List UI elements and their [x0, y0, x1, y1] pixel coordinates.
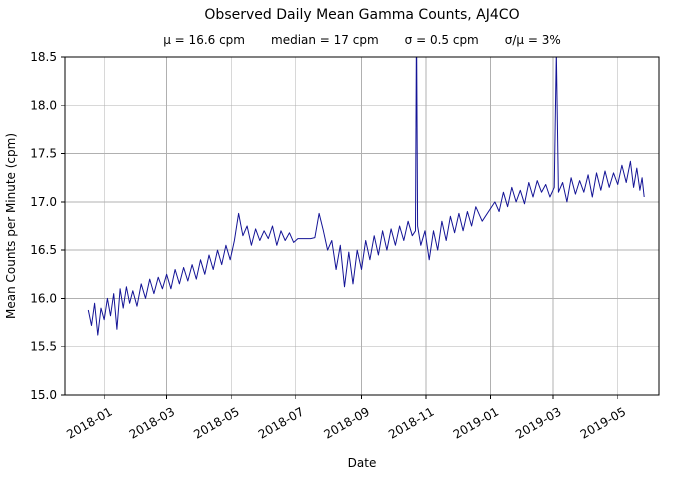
- y-tick-label: 15.0: [30, 388, 57, 402]
- data-line: [87, 57, 645, 336]
- plot-frame: [64, 56, 660, 396]
- x-tick-label: 2019-03: [513, 404, 563, 441]
- x-tick-label: 2019-05: [578, 404, 628, 441]
- y-tick-label: 17.5: [30, 147, 57, 161]
- y-tick-label: 16.5: [30, 243, 57, 257]
- y-tick-label: 16.0: [30, 291, 57, 305]
- y-tick-label: 15.5: [30, 340, 57, 354]
- x-tick-label: 2018-01: [64, 404, 114, 441]
- chart-title: Observed Daily Mean Gamma Counts, AJ4CO: [204, 7, 520, 23]
- x-tick-label: 2018-05: [191, 404, 241, 441]
- x-tick-label: 2019-01: [451, 404, 501, 441]
- x-axis-label: Date: [348, 456, 377, 470]
- x-tick-label: 2018-03: [127, 404, 177, 441]
- y-axis-label: Mean Counts per Minute (cpm): [4, 133, 18, 319]
- chart-subtitle: μ = 16.6 cpm median = 17 cpm σ = 0.5 cpm σ/…: [65, 33, 659, 47]
- x-tick-label: 2018-07: [256, 404, 306, 441]
- stat-mean: μ = 16.6 cpm: [163, 33, 245, 47]
- stat-median: median = 17 cpm: [271, 33, 379, 47]
- stat-sigma: σ = 0.5 cpm: [404, 33, 479, 47]
- y-tick-label: 17.0: [30, 195, 57, 209]
- y-tick-label: 18.5: [30, 50, 57, 64]
- plot-area: 15.0 15.5 16.0 16.5 17.0 17.5 18.0 18.5 2018-01 2…: [30, 50, 660, 442]
- y-tick-label: 18.0: [30, 98, 57, 112]
- x-tick-label: 2018-09: [322, 404, 372, 441]
- x-tick-label: 2018-11: [386, 404, 436, 441]
- stat-sigma-mu: σ/μ = 3%: [504, 33, 561, 47]
